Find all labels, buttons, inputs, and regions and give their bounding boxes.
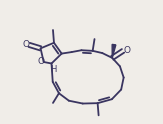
Text: O: O <box>37 57 44 66</box>
Text: H: H <box>51 65 57 74</box>
Text: O: O <box>123 46 130 55</box>
Polygon shape <box>112 44 116 58</box>
Text: O: O <box>23 40 30 49</box>
